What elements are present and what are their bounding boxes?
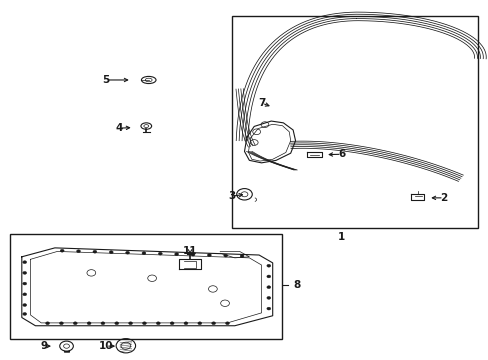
- Circle shape: [211, 322, 215, 325]
- Circle shape: [266, 275, 270, 278]
- Text: 7: 7: [258, 98, 265, 108]
- Text: 4: 4: [115, 123, 122, 133]
- Circle shape: [174, 253, 178, 256]
- Circle shape: [266, 286, 270, 289]
- Circle shape: [142, 252, 145, 255]
- Circle shape: [158, 252, 162, 255]
- Text: 11: 11: [183, 246, 197, 256]
- Circle shape: [170, 322, 174, 325]
- Bar: [232, 16, 477, 228]
- Circle shape: [128, 322, 132, 325]
- Text: 10: 10: [99, 341, 113, 351]
- Circle shape: [77, 250, 81, 253]
- Circle shape: [224, 254, 227, 257]
- Text: 6: 6: [337, 149, 345, 159]
- Circle shape: [183, 322, 187, 325]
- Text: 8: 8: [293, 280, 300, 291]
- Text: 1: 1: [337, 232, 345, 242]
- Text: 9: 9: [40, 341, 47, 351]
- Circle shape: [266, 264, 270, 267]
- Circle shape: [93, 250, 97, 253]
- Circle shape: [23, 282, 27, 285]
- Text: 3: 3: [228, 191, 235, 201]
- Circle shape: [109, 251, 113, 254]
- Circle shape: [23, 261, 27, 264]
- Circle shape: [156, 322, 160, 325]
- Circle shape: [266, 307, 270, 310]
- Circle shape: [60, 249, 64, 252]
- Circle shape: [23, 303, 27, 306]
- Circle shape: [23, 293, 27, 296]
- Circle shape: [207, 254, 211, 257]
- Circle shape: [191, 253, 195, 256]
- Circle shape: [101, 322, 104, 325]
- Circle shape: [142, 322, 146, 325]
- Circle shape: [87, 322, 91, 325]
- Circle shape: [266, 296, 270, 299]
- Circle shape: [73, 322, 77, 325]
- Circle shape: [23, 271, 27, 274]
- Circle shape: [60, 322, 63, 325]
- Circle shape: [225, 322, 229, 325]
- Bar: [10, 234, 282, 339]
- Circle shape: [23, 312, 27, 315]
- Circle shape: [125, 251, 129, 254]
- Text: 5: 5: [102, 75, 109, 85]
- Circle shape: [240, 255, 244, 257]
- Circle shape: [198, 322, 202, 325]
- Text: 2: 2: [439, 193, 447, 203]
- Circle shape: [115, 322, 119, 325]
- Circle shape: [45, 322, 49, 325]
